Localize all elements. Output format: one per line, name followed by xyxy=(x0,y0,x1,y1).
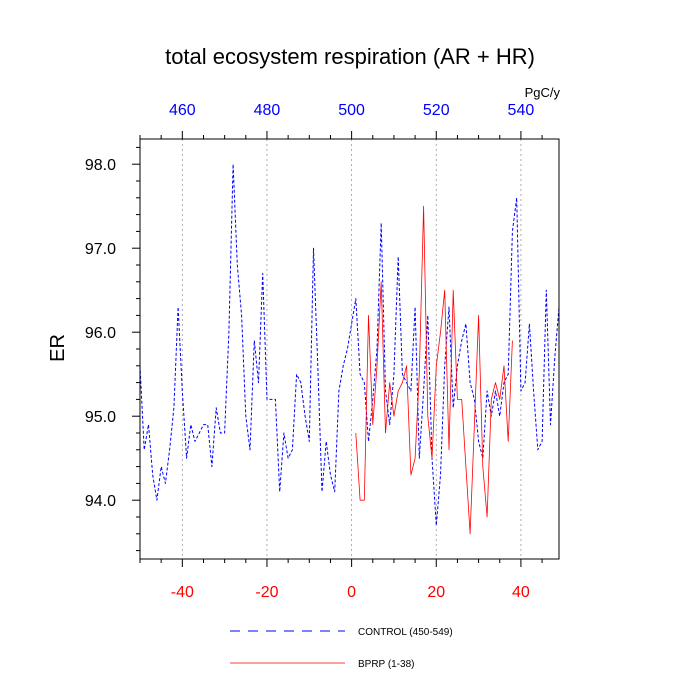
y-tick-label: 96.0 xyxy=(85,325,116,342)
grid xyxy=(181,139,522,559)
units-label: PgC/y xyxy=(525,85,561,100)
bottom-tick-label: 40 xyxy=(512,584,530,601)
legend-label-control: CONTROL (450-549) xyxy=(358,627,453,638)
y-tick-label: 94.0 xyxy=(85,493,116,510)
top-tick-label: 460 xyxy=(169,102,196,119)
top-tick-label: 500 xyxy=(338,102,365,119)
top-tick-label: 480 xyxy=(254,102,281,119)
y-axis-label: ER xyxy=(47,334,69,362)
ticks: -40 -20 0 20 40 460 480 500 520 540 94.0 95.0 96.0 97… xyxy=(85,102,543,601)
y-tick-label: 95.0 xyxy=(85,409,116,426)
legend-label-bprp: BPRP (1-38) xyxy=(358,659,415,670)
series-line-bprp xyxy=(355,205,513,535)
bottom-tick-label: 20 xyxy=(427,584,445,601)
y-tick-label: 98.0 xyxy=(85,157,116,174)
plot-frame xyxy=(139,138,560,560)
series-line-control xyxy=(139,163,560,526)
top-tick-label: 520 xyxy=(423,102,450,119)
legend: CONTROL (450-549) BPRP (1-38) xyxy=(230,627,453,670)
bottom-tick-label: -40 xyxy=(171,584,194,601)
chart-title: total ecosystem respiration (AR + HR) xyxy=(165,44,535,69)
bottom-tick-label: 0 xyxy=(347,584,356,601)
top-tick-label: 540 xyxy=(508,102,535,119)
bottom-tick-label: -20 xyxy=(255,584,278,601)
y-tick-label: 97.0 xyxy=(85,241,116,258)
series-group xyxy=(139,163,560,535)
